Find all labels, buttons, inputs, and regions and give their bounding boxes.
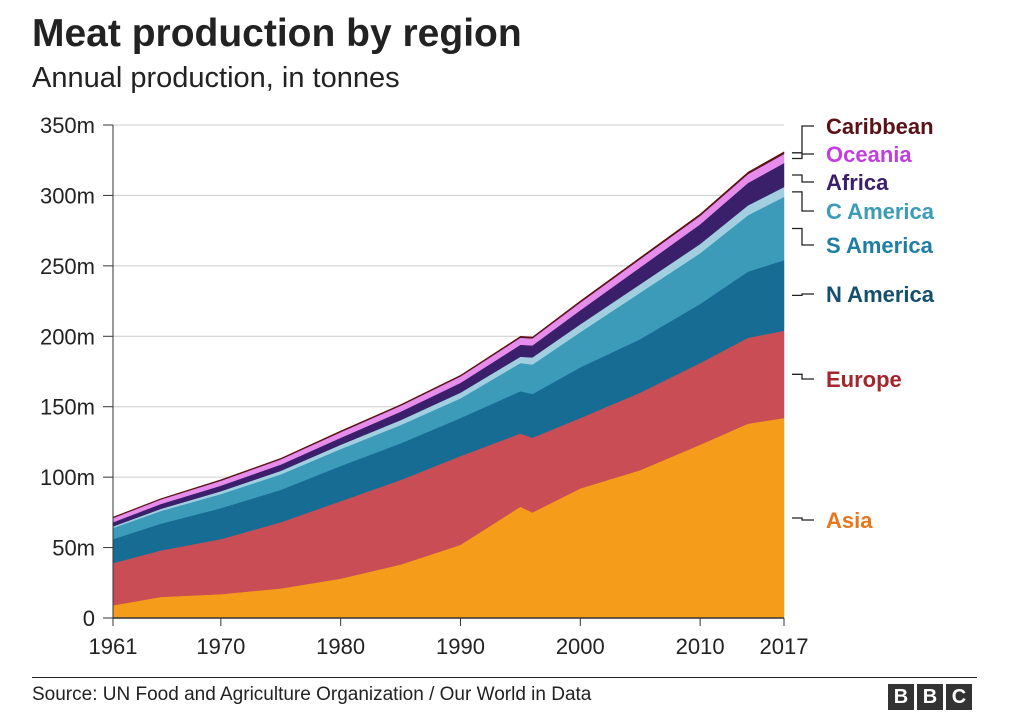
x-tick-label: 2017 [760, 634, 809, 659]
logo-letter: B [917, 684, 943, 710]
x-tick-label: 1990 [436, 634, 485, 659]
logo-letter: B [888, 684, 914, 710]
chart-subtitle: Annual production, in tonnes [32, 62, 400, 94]
axes: 0 50m 100m 150m 200m 250m 300m 350m 1961 1970 1980… [40, 113, 809, 659]
label-oceania: Oceania [826, 142, 912, 167]
area-caribbean [112, 151, 785, 519]
region-labels: Asia Europe N America S America C America Afr… [792, 114, 935, 533]
x-tick-label: 2000 [556, 634, 605, 659]
x-tick-label: 1961 [89, 634, 138, 659]
leader-line [792, 174, 814, 183]
label-asia: Asia [826, 508, 873, 533]
x-tick-label: 1970 [196, 634, 245, 659]
y-tick-label: 100m [40, 465, 95, 490]
y-tick-label: 0 [83, 606, 95, 631]
y-tick-label: 50m [52, 536, 95, 561]
label-europe: Europe [826, 367, 902, 392]
y-tick-label: 300m [40, 183, 95, 208]
y-tick-label: 150m [40, 395, 95, 420]
y-tick-label: 350m [40, 113, 95, 138]
x-tick-label: 1980 [316, 634, 365, 659]
leader-line [792, 227, 814, 246]
label-africa: Africa [826, 170, 889, 195]
chart-title: Meat production by region [32, 12, 522, 55]
leader-line [792, 293, 814, 297]
leader-line [792, 125, 814, 154]
label-c-america: C America [826, 199, 935, 224]
leader-line [792, 373, 814, 380]
area-layers [112, 151, 785, 619]
label-caribbean: Caribbean [826, 114, 934, 139]
y-tick-label: 250m [40, 254, 95, 279]
leader-line [792, 191, 814, 212]
logo-letter: C [946, 684, 972, 710]
y-tick-label: 200m [40, 324, 95, 349]
bbc-logo: B B C [888, 684, 972, 710]
leader-line [792, 517, 814, 521]
footer-divider [32, 677, 977, 678]
leader-line [792, 153, 814, 160]
label-s-america: S America [826, 233, 934, 258]
source-note: Source: UN Food and Agriculture Organiza… [32, 684, 592, 705]
label-n-america: N America [826, 282, 935, 307]
x-tick-label: 2010 [676, 634, 725, 659]
